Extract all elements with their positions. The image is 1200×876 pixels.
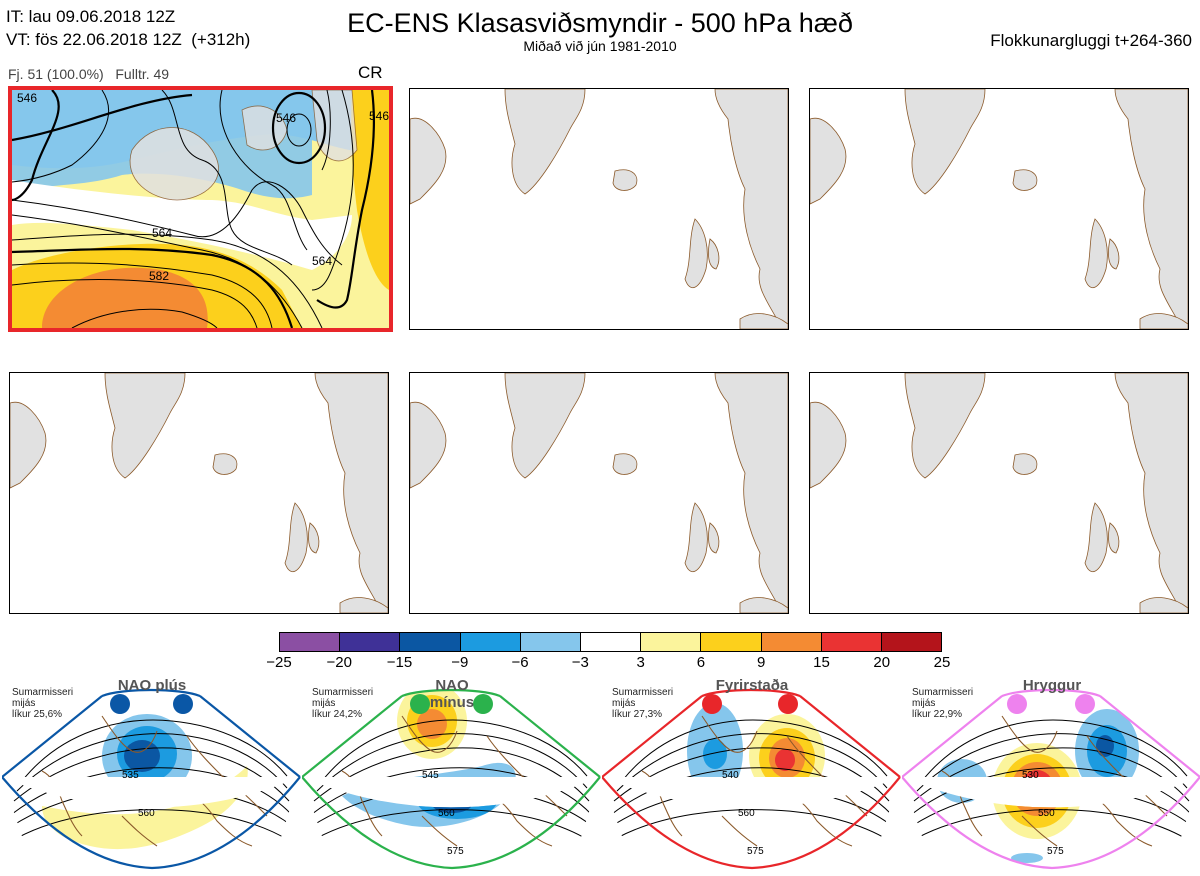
regime-marker <box>410 694 430 714</box>
colorbar-swatch <box>340 633 401 651</box>
colorbar-swatch <box>701 633 762 651</box>
regime-contour-label: 545 <box>422 770 439 781</box>
regime-marker <box>1075 694 1095 714</box>
colorbar-tick-label: 20 <box>873 654 891 671</box>
cluster-map-empty[interactable] <box>409 372 789 614</box>
regime-probability-note: Sumarmisseri mijás líkur 27,3% <box>612 687 674 720</box>
colorbar-tick-label: −9 <box>451 654 469 671</box>
contour-label: 582 <box>149 269 169 283</box>
regime-title: Fyrirstaða <box>715 677 789 694</box>
colorbar-tick-label: −6 <box>511 654 529 671</box>
colorbar-tick-label: 6 <box>696 654 706 671</box>
regime-marker <box>173 694 193 714</box>
cluster-map-empty[interactable] <box>809 372 1189 614</box>
contour-label: 546 <box>369 109 389 123</box>
classification-window: Flokkunargluggi t+264-360 <box>990 31 1192 50</box>
regime-probability-note: Sumarmisseri mijás líkur 22,9% <box>912 687 974 720</box>
page-subtitle: Miðað við jún 1981-2010 <box>523 38 677 54</box>
regime-contour-label: 560 <box>138 808 155 819</box>
cluster-map-selected[interactable]: 546 564 582 546 564 546 <box>8 86 393 332</box>
regime-probability-note: Sumarmisseri mijás líkur 24,2% <box>312 687 374 720</box>
cluster-map-empty[interactable] <box>9 372 389 614</box>
regime-contour-label: 575 <box>747 846 764 857</box>
regime-panel: 530 550 575 <box>901 676 1200 871</box>
colorbar <box>279 632 942 652</box>
contour-label: 546 <box>276 111 296 125</box>
valid-time: VT: fös 22.06.2018 12Z (+312h) <box>6 30 251 49</box>
cluster-map-empty[interactable] <box>809 88 1189 330</box>
colorbar-swatch <box>761 633 822 651</box>
colorbar-tick-label: 25 <box>933 654 951 671</box>
regime-title: NAO mínus <box>429 677 475 711</box>
regime-contour-label: 575 <box>447 846 464 857</box>
init-time: IT: lau 09.06.2018 12Z <box>6 7 176 26</box>
regime-marker <box>473 694 493 714</box>
regime-marker <box>778 694 798 714</box>
contour-label: 564 <box>152 226 172 240</box>
cluster-code: CR <box>358 63 383 82</box>
colorbar-swatch <box>641 633 702 651</box>
colorbar-tick-label: 9 <box>757 654 766 671</box>
regime-title: Hryggur <box>1022 677 1082 694</box>
colorbar-tick-label: 15 <box>813 654 830 671</box>
regime-title: NAO plús <box>117 677 187 694</box>
colorbar-swatch <box>881 633 942 651</box>
colorbar-swatch <box>520 633 581 651</box>
colorbar-swatch <box>400 633 461 651</box>
contour-label: 546 <box>17 91 37 105</box>
regime-marker <box>110 694 130 714</box>
regime-contour-label: 560 <box>438 808 455 819</box>
colorbar-tick-label: −3 <box>571 654 589 671</box>
regime-contour-label: 560 <box>738 808 755 819</box>
cluster-map-empty[interactable] <box>409 88 789 330</box>
regime-panel: 535 560 <box>1 676 302 871</box>
colorbar-tick-label: −15 <box>386 654 413 671</box>
regime-contour-label: 535 <box>122 770 139 781</box>
colorbar-swatch <box>580 633 642 651</box>
regime-marker <box>1007 694 1027 714</box>
regime-panel: 545 560 575 <box>301 676 602 871</box>
colorbar-tick-label: 3 <box>636 654 645 671</box>
colorbar-swatch <box>280 633 341 651</box>
regime-contour-label: 550 <box>1038 808 1055 819</box>
contour-label: 564 <box>312 254 332 268</box>
colorbar-swatch <box>821 633 882 651</box>
regime-contour-label: 540 <box>722 770 739 781</box>
regime-marker <box>702 694 722 714</box>
regime-contour-label: 575 <box>1047 846 1064 857</box>
colorbar-swatch <box>460 633 521 651</box>
cluster-info: Fj. 51 (100.0%) Fulltr. 49 <box>8 66 170 82</box>
regime-panel: 540 560 575 <box>601 676 902 871</box>
page-title: EC-ENS Klasasviðsmyndir - 500 hPa hæð <box>347 8 853 38</box>
colorbar-tick-label: −25 <box>266 654 292 671</box>
colorbar-tick-label: −20 <box>326 654 352 671</box>
regime-contour-label: 530 <box>1022 770 1039 781</box>
regime-probability-note: Sumarmisseri mijás líkur 25,6% <box>12 687 74 720</box>
